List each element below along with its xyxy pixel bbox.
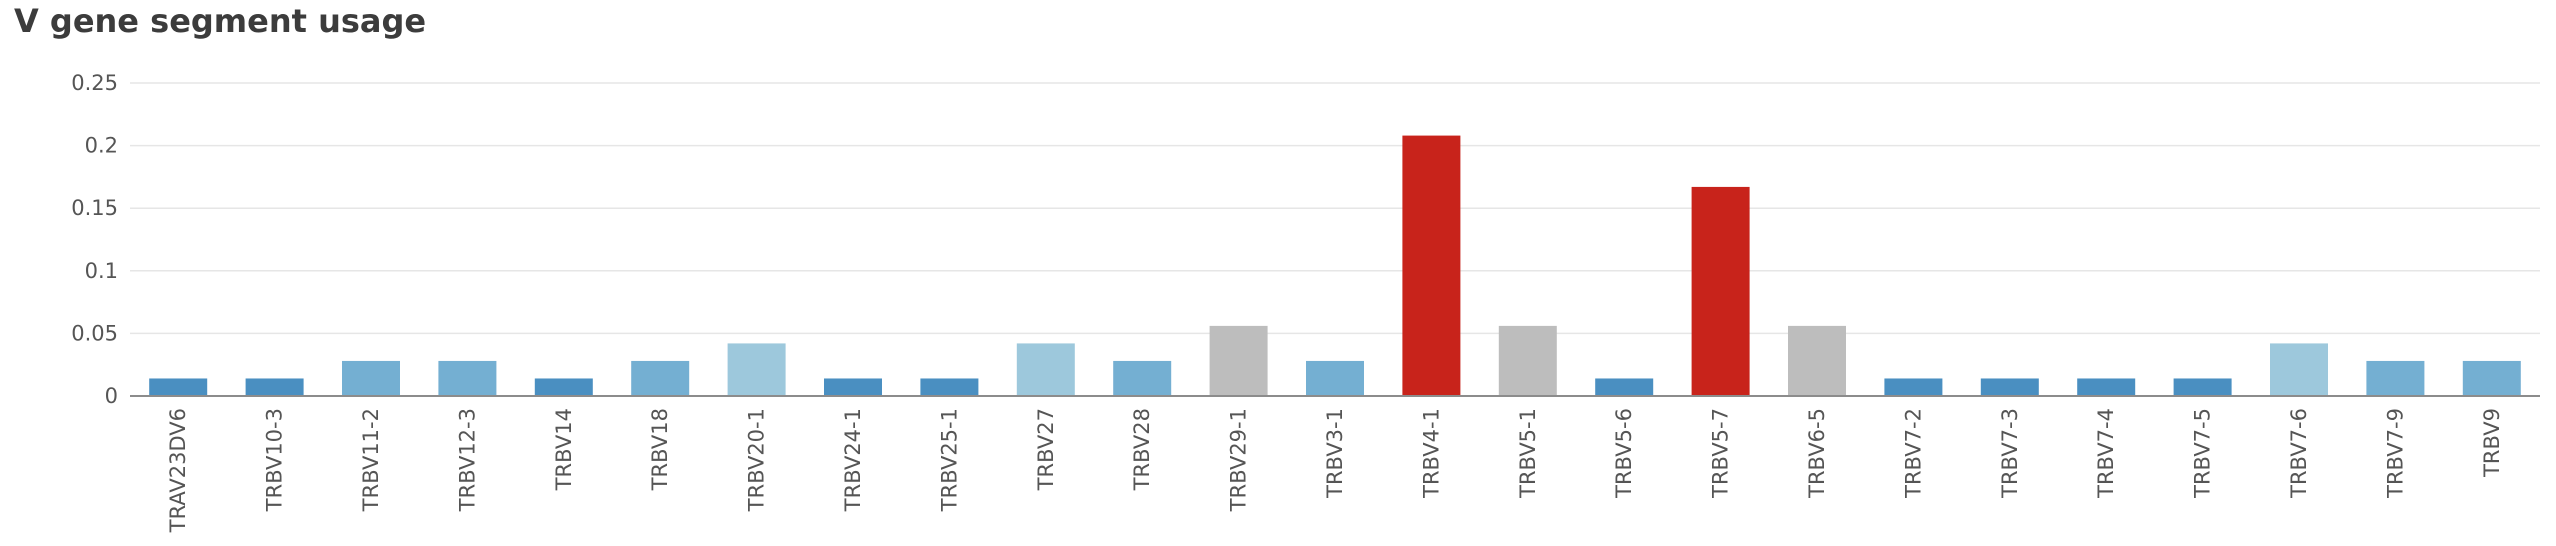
x-tick-label: TRAV23DV6 — [166, 408, 190, 533]
y-axis-ticks: 0 0.05 0.1 0.15 0.2 0.25 — [71, 71, 118, 408]
bar-trbv3-1[interactable] — [1306, 360, 1364, 396]
bar-trbv5-1[interactable] — [1498, 325, 1557, 396]
x-axis-ticks: TRAV23DV6 TRBV10-3 TRBV11-2 TRBV12-3 TRBV14 T… — [166, 408, 2504, 533]
y-tick-label: 0.1 — [85, 259, 118, 283]
x-tick-label: TRBV5-1 — [1516, 408, 1540, 499]
x-tick-label: TRBV11-2 — [359, 408, 383, 512]
bar-trbv18[interactable] — [631, 360, 690, 396]
bar-trbv20-1[interactable] — [727, 343, 786, 396]
bar-trbv7-9[interactable] — [2366, 360, 2425, 396]
y-tick-label: 0.05 — [71, 321, 118, 345]
x-tick-label: TRBV28 — [1130, 408, 1154, 491]
x-tick-label: TRBV6-5 — [1805, 408, 1829, 499]
bar-trbv25-1[interactable] — [920, 378, 979, 396]
bar-trbv27[interactable] — [1016, 343, 1075, 396]
x-tick-label: TRBV7-2 — [1901, 408, 1925, 499]
bar-trbv7-4[interactable] — [2077, 378, 2136, 396]
bars — [149, 135, 2521, 397]
x-tick-label: TRBV25-1 — [937, 408, 961, 512]
y-tick-label: 0.25 — [71, 71, 118, 95]
bar-trbv7-5[interactable] — [2173, 378, 2232, 396]
bar-trbv6-5[interactable] — [1788, 325, 1846, 396]
bar-trbv7-6[interactable] — [2270, 343, 2328, 396]
x-tick-label: TRBV14 — [552, 408, 576, 491]
x-tick-label: TRBV29-1 — [1227, 408, 1251, 512]
grid-lines — [130, 82, 2540, 335]
bar-trbv10-3[interactable] — [245, 378, 304, 396]
bar-trbv29-1[interactable] — [1209, 325, 1268, 396]
bar-trbv24-1[interactable] — [824, 378, 882, 396]
bar-trbv28[interactable] — [1113, 360, 1172, 396]
x-tick-label: TRBV7-6 — [2287, 408, 2311, 499]
bar-trav23dv6[interactable] — [149, 378, 208, 396]
bar-trbv5-6[interactable] — [1595, 378, 1654, 396]
y-tick-label: 0.15 — [71, 196, 118, 220]
y-tick-label: 0 — [105, 384, 118, 408]
bar-trbv11-2[interactable] — [342, 360, 400, 396]
y-tick-label: 0.2 — [85, 134, 118, 158]
x-tick-label: TRBV7-9 — [2383, 408, 2407, 499]
x-tick-label: TRBV12-3 — [455, 408, 479, 512]
x-tick-label: TRBV20-1 — [745, 408, 769, 512]
x-tick-label: TRBV18 — [648, 408, 672, 491]
bar-trbv12-3[interactable] — [438, 360, 497, 396]
x-tick-label: TRBV10-3 — [263, 408, 287, 512]
bar-trbv5-7[interactable] — [1691, 186, 1750, 396]
bar-trbv9[interactable] — [2462, 360, 2521, 396]
x-tick-label: TRBV7-4 — [2094, 408, 2118, 499]
bar-trbv4-1[interactable] — [1402, 135, 1461, 397]
x-tick-label: TRBV5-6 — [1612, 408, 1636, 499]
x-tick-label: TRBV4-1 — [1419, 408, 1443, 499]
bar-trbv7-2[interactable] — [1884, 378, 1943, 396]
x-tick-label: TRBV7-3 — [1998, 408, 2022, 499]
x-tick-label: TRBV7-5 — [2191, 408, 2215, 499]
x-tick-label: TRBV9 — [2480, 408, 2504, 478]
bar-trbv14[interactable] — [534, 378, 593, 396]
x-tick-label: TRBV24-1 — [841, 408, 865, 512]
x-tick-label: TRBV5-7 — [1709, 408, 1733, 499]
x-tick-label: TRBV3-1 — [1323, 408, 1347, 499]
chart-title: V gene segment usage — [14, 2, 427, 40]
bar-trbv7-3[interactable] — [1980, 378, 2039, 396]
x-tick-label: TRBV27 — [1034, 408, 1058, 491]
